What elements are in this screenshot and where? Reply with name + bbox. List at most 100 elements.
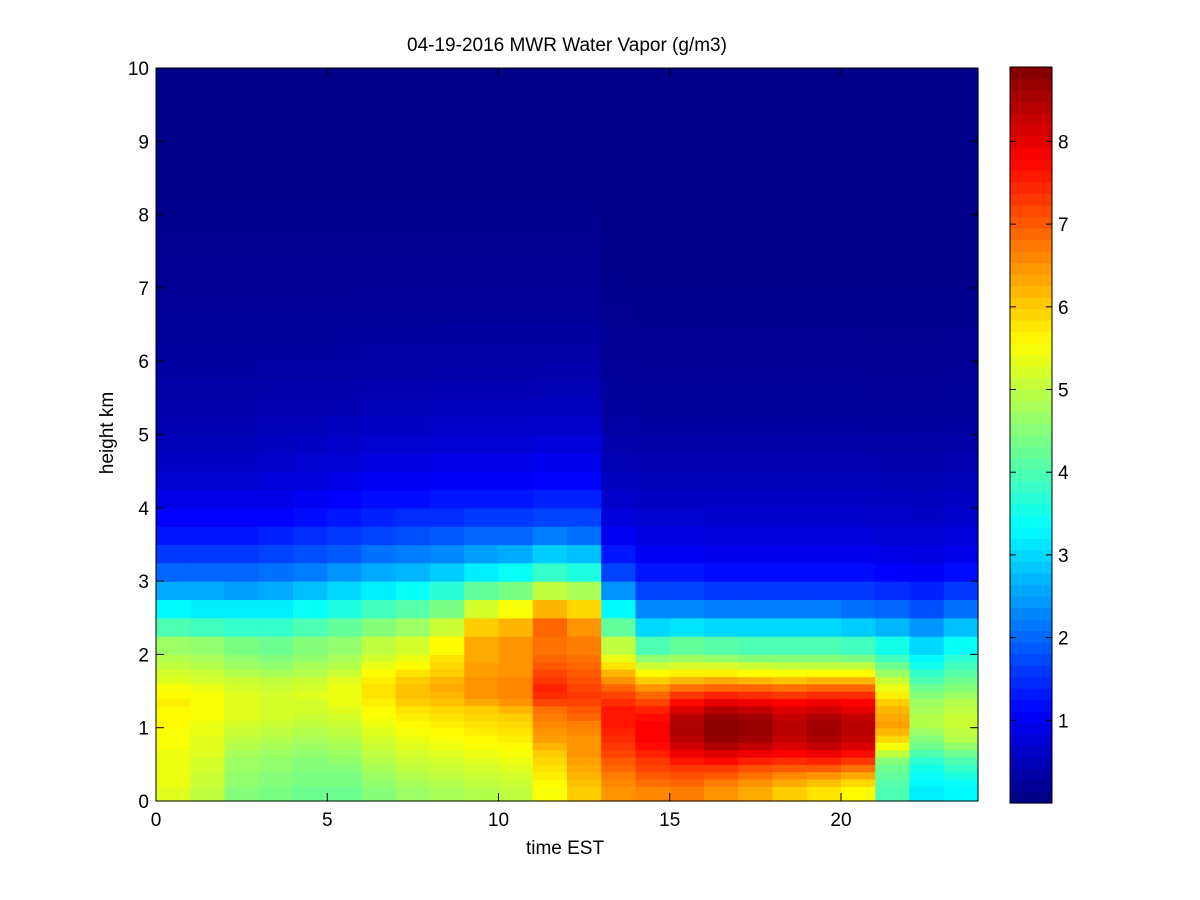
heatmap-cell: [841, 727, 876, 736]
heatmap-cell: [943, 177, 979, 197]
heatmap-cell: [704, 416, 739, 436]
heatmap-cell: [532, 232, 568, 252]
heatmap-cell: [772, 471, 808, 491]
heatmap-cell: [532, 599, 568, 619]
heatmap-cell: [841, 122, 876, 142]
heatmap-cell: [738, 691, 774, 699]
heatmap-cell: [327, 779, 363, 787]
heatmap-cell: [361, 691, 397, 699]
heatmap-cell: [669, 544, 705, 564]
heatmap-cell: [704, 287, 739, 307]
heatmap-cell: [293, 676, 328, 685]
heatmap-cell: [361, 764, 397, 773]
heatmap-cell: [806, 122, 842, 142]
heatmap-cell: [909, 683, 945, 692]
heatmap-cell: [156, 324, 191, 344]
heatmap-cell: [806, 771, 842, 780]
heatmap-cell: [327, 720, 363, 729]
heatmap-cell: [875, 779, 911, 787]
heatmap-cell: [532, 698, 568, 707]
heatmap-cell: [293, 177, 328, 197]
heatmap-cell: [430, 698, 465, 707]
heatmap-cell: [738, 416, 774, 436]
heatmap-cell: [224, 507, 260, 527]
heatmap-cell: [224, 196, 260, 216]
heatmap-cell: [669, 735, 705, 743]
heatmap-cell: [875, 742, 911, 751]
heatmap-cell: [430, 214, 465, 234]
heatmap-cell: [498, 507, 534, 527]
heatmap-cell: [875, 324, 911, 344]
colorbar-segment: [1010, 343, 1052, 356]
heatmap-cell: [841, 786, 876, 795]
heatmap-cell: [601, 86, 637, 106]
colorbar-segment: [1010, 423, 1052, 436]
heatmap-cell: [395, 434, 431, 454]
heatmap-cell: [806, 68, 842, 87]
heatmap-cell: [875, 306, 911, 326]
heatmap-cell: [293, 654, 328, 663]
heatmap-cell: [327, 269, 363, 289]
colorbar-segment: [1010, 159, 1052, 172]
colorbar-segment: [1010, 251, 1052, 264]
colorbar-segment: [1010, 262, 1052, 275]
heatmap-cell: [430, 251, 465, 271]
heatmap-cell: [601, 735, 637, 743]
heatmap-cell: [361, 86, 397, 106]
heatmap-cell: [738, 526, 774, 546]
heatmap-cell: [361, 196, 397, 216]
heatmap-cell: [772, 636, 808, 655]
heatmap-cell: [293, 636, 328, 655]
heatmap-cell: [361, 324, 397, 344]
heatmap-cell: [190, 251, 226, 271]
heatmap-cell: [738, 581, 774, 601]
heatmap-cell: [875, 636, 911, 655]
heatmap-cell: [258, 562, 294, 582]
heatmap-cell: [532, 562, 568, 582]
heatmap-cell: [567, 141, 602, 161]
heatmap-cell: [258, 434, 294, 454]
heatmap-cell: [190, 507, 226, 527]
heatmap-cell: [772, 507, 808, 527]
heatmap-cell: [875, 654, 911, 663]
heatmap-cell: [738, 489, 774, 509]
heatmap-cell: [395, 742, 431, 751]
heatmap-cell: [909, 713, 945, 721]
heatmap-cell: [464, 214, 500, 234]
heatmap-cell: [156, 159, 191, 179]
heatmap-cell: [601, 749, 637, 758]
heatmap-cell: [806, 507, 842, 527]
heatmap-cell: [327, 287, 363, 307]
y-tick-label: 4: [138, 499, 149, 520]
heatmap-cell: [841, 749, 876, 758]
heatmap-cell: [875, 661, 911, 670]
heatmap-cell: [635, 720, 671, 729]
heatmap-cell: [875, 159, 911, 179]
colorbar-segment: [1010, 285, 1052, 298]
heatmap-cell: [190, 287, 226, 307]
heatmap-cell: [772, 104, 808, 124]
heatmap-cell: [293, 159, 328, 179]
heatmap-cell: [464, 269, 500, 289]
heatmap-cell: [395, 507, 431, 527]
heatmap-cell: [875, 489, 911, 509]
heatmap-cell: [190, 141, 226, 161]
heatmap-cell: [841, 159, 876, 179]
heatmap-cell: [806, 306, 842, 326]
heatmap-cell: [430, 196, 465, 216]
heatmap-cell: [772, 342, 808, 362]
heatmap-cell: [156, 764, 191, 773]
heatmap-cell: [875, 683, 911, 692]
heatmap-cell: [669, 683, 705, 692]
heatmap-cell: [841, 177, 876, 197]
heatmap-cell: [635, 771, 671, 780]
heatmap-cell: [943, 232, 979, 252]
heatmap-cell: [601, 287, 637, 307]
colorbar-segment: [1010, 239, 1052, 252]
heatmap-cell: [772, 654, 808, 663]
heatmap-cell: [156, 214, 191, 234]
heatmap-cell: [601, 793, 637, 802]
heatmap-cell: [258, 68, 294, 87]
heatmap-cell: [635, 416, 671, 436]
y-tick-label: 0: [138, 792, 149, 813]
